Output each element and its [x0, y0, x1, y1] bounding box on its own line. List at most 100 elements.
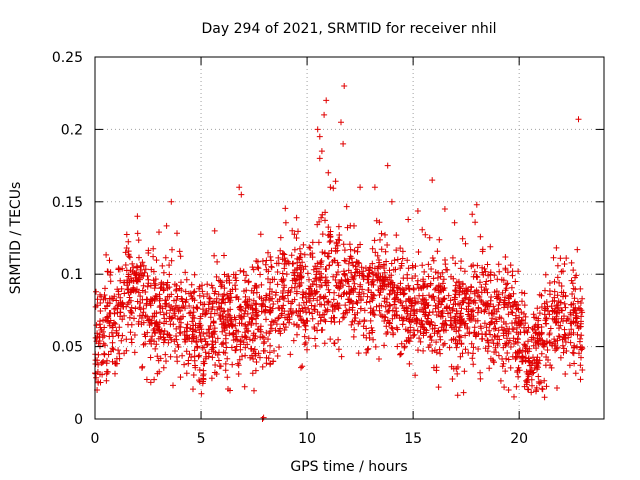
- data-point: [425, 312, 432, 319]
- data-point: [157, 309, 164, 316]
- data-point: [296, 254, 303, 261]
- data-point: [388, 324, 395, 331]
- data-point: [106, 295, 113, 302]
- data-point: [483, 278, 490, 285]
- data-point: [411, 307, 418, 314]
- data-point: [511, 393, 517, 400]
- data-point: [452, 287, 458, 294]
- data-point: [273, 289, 280, 296]
- data-point: [354, 309, 361, 316]
- data-point: [435, 283, 442, 290]
- data-point: [543, 354, 550, 360]
- data-point: [99, 359, 106, 366]
- data-point: [309, 281, 316, 288]
- data-point: [558, 315, 565, 322]
- data-point: [502, 368, 509, 375]
- data-point: [474, 309, 481, 316]
- data-point: [351, 280, 358, 287]
- data-point: [471, 290, 478, 297]
- data-point: [224, 291, 230, 298]
- data-point: [401, 344, 408, 351]
- data-point: [369, 269, 376, 276]
- data-point: [206, 295, 213, 301]
- data-point: [543, 383, 550, 390]
- y-tick-label: 0.25: [52, 50, 83, 66]
- data-point: [274, 269, 281, 275]
- grid-lines: [95, 57, 604, 419]
- data-point: [282, 205, 289, 212]
- data-point: [369, 245, 376, 252]
- data-point: [533, 387, 540, 393]
- data-point: [237, 314, 244, 321]
- data-point: [551, 278, 558, 285]
- data-point: [391, 312, 398, 319]
- data-point: [461, 295, 468, 302]
- data-point: [176, 316, 183, 323]
- data-point: [270, 358, 277, 365]
- data-point: [335, 292, 342, 299]
- data-point: [397, 298, 404, 304]
- data-point: [141, 331, 148, 338]
- data-point: [104, 315, 111, 322]
- data-point: [418, 300, 425, 307]
- data-point: [435, 295, 442, 301]
- data-point: [204, 329, 210, 336]
- data-point: [554, 344, 561, 351]
- data-point: [299, 363, 306, 370]
- data-point: [119, 265, 126, 272]
- y-tick-label: 0: [74, 412, 83, 428]
- data-point: [128, 339, 135, 346]
- data-point: [579, 295, 586, 302]
- data-point: [260, 414, 267, 421]
- y-tick-label: 0.15: [52, 195, 83, 211]
- data-point: [551, 288, 558, 295]
- data-point: [552, 305, 559, 312]
- data-point: [172, 302, 179, 309]
- data-point: [311, 324, 318, 331]
- data-point: [340, 140, 347, 147]
- data-point: [100, 358, 107, 365]
- data-point: [415, 347, 421, 354]
- data-point: [434, 248, 441, 255]
- data-point: [558, 268, 565, 275]
- data-point: [571, 360, 578, 367]
- data-point: [334, 300, 341, 307]
- data-point: [117, 277, 124, 284]
- data-point: [145, 247, 152, 254]
- data-point: [553, 244, 560, 251]
- data-point: [397, 289, 404, 296]
- data-point: [459, 350, 466, 357]
- data-point: [232, 282, 238, 289]
- data-point: [367, 264, 374, 271]
- data-point: [335, 346, 342, 353]
- data-point: [468, 283, 474, 290]
- data-point: [316, 218, 323, 225]
- data-point: [354, 248, 361, 255]
- data-point: [382, 314, 389, 321]
- data-point: [460, 281, 466, 288]
- data-point: [417, 323, 424, 330]
- data-point: [160, 364, 167, 371]
- data-point: [229, 331, 236, 338]
- data-point: [125, 238, 132, 245]
- data-point: [505, 387, 512, 393]
- data-point: [104, 299, 111, 306]
- data-point: [251, 346, 258, 353]
- data-point: [378, 230, 385, 237]
- data-point: [280, 302, 287, 309]
- data-point: [430, 275, 437, 282]
- data-point: [282, 314, 288, 321]
- data-point: [125, 253, 132, 260]
- data-point: [432, 269, 439, 276]
- data-point: [134, 278, 141, 285]
- data-point: [113, 297, 120, 304]
- data-point: [474, 274, 481, 281]
- data-point: [156, 229, 162, 236]
- data-point: [428, 337, 435, 344]
- data-point: [150, 245, 157, 252]
- data-point: [299, 294, 306, 301]
- data-point: [443, 266, 449, 273]
- data-point: [293, 235, 300, 241]
- data-point: [507, 262, 514, 269]
